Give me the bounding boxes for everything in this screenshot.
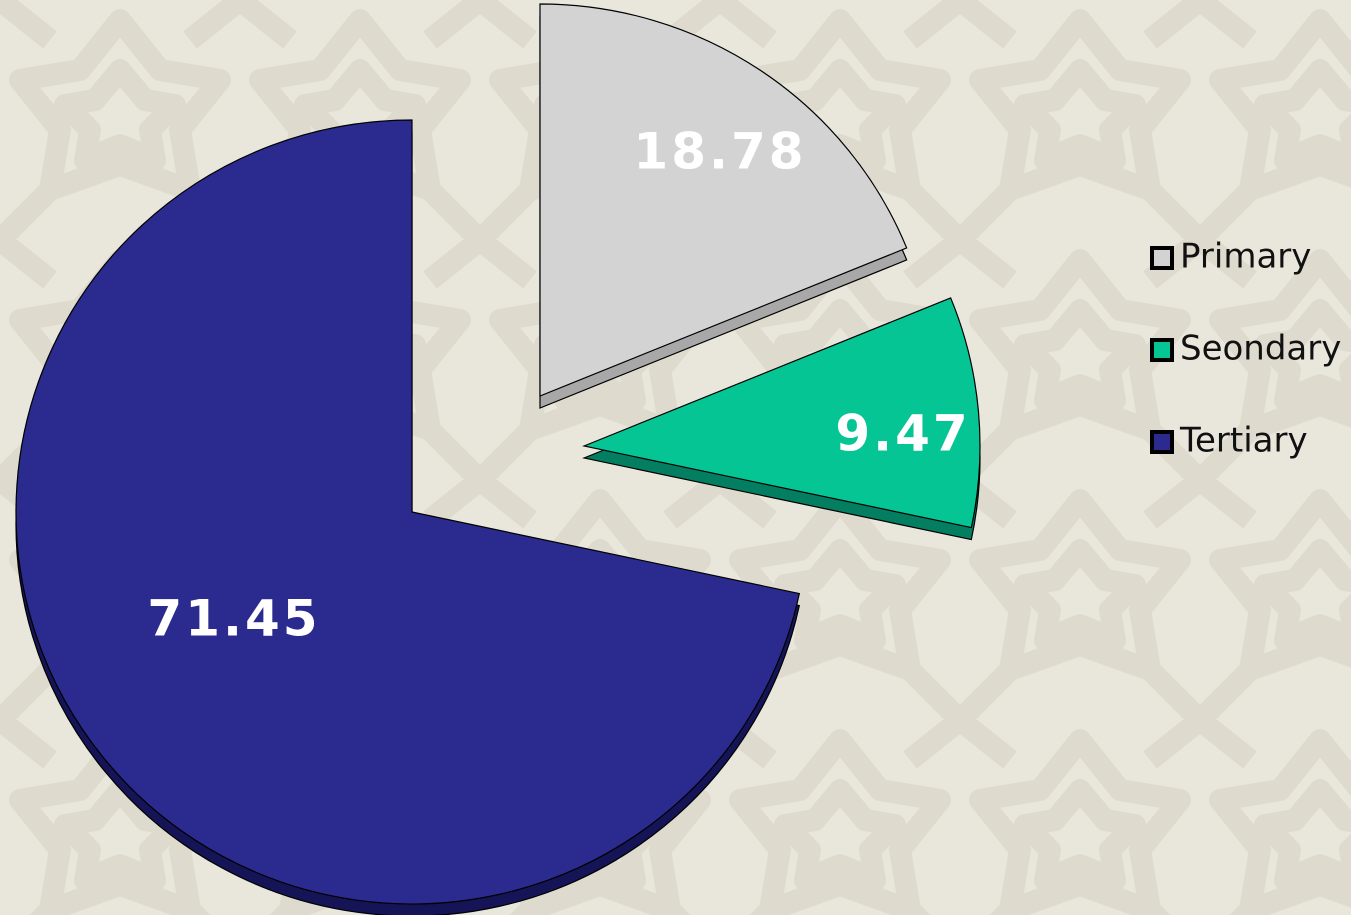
pie-labels: 18.78 9.47 71.45 <box>147 123 970 648</box>
legend-label-seondary: Seondary <box>1180 329 1341 369</box>
data-label-tertiary: 71.45 <box>147 590 320 648</box>
data-label-seondary: 9.47 <box>835 405 970 463</box>
legend-swatch-seondary <box>1150 338 1174 362</box>
pie-slices <box>15 3 981 915</box>
pie-slice-primary <box>539 3 908 397</box>
data-label-primary: 18.78 <box>633 123 806 181</box>
legend-label-primary: Primary <box>1180 237 1311 277</box>
legend-label-tertiary: Tertiary <box>1179 421 1308 461</box>
pie-slice-seondary <box>581 297 981 529</box>
legend: Primary Seondary Tertiary <box>1150 237 1341 461</box>
legend-swatch-primary <box>1150 246 1174 270</box>
legend-swatch-tertiary <box>1150 430 1174 454</box>
pie-slice-tertiary <box>15 119 801 905</box>
